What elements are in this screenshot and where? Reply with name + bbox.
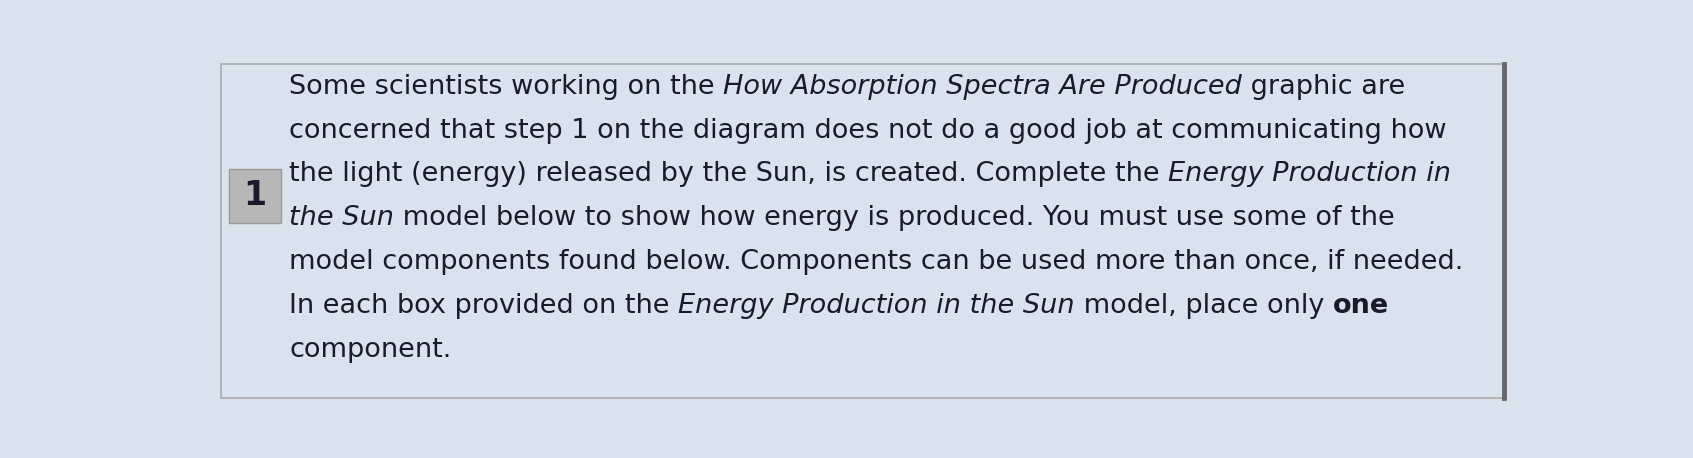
Text: the light (energy) released by the Sun, is created. Complete the: the light (energy) released by the Sun, …: [290, 161, 1168, 187]
Text: component.: component.: [290, 337, 452, 363]
Text: How Absorption Spectra Are Produced: How Absorption Spectra Are Produced: [723, 74, 1243, 100]
Text: 1: 1: [244, 180, 266, 213]
Bar: [229, 169, 281, 223]
Text: model below to show how energy is produced. You must use some of the: model below to show how energy is produc…: [394, 205, 1395, 231]
Text: In each box provided on the: In each box provided on the: [290, 293, 679, 319]
Text: Energy Production in: Energy Production in: [1168, 161, 1451, 187]
Text: graphic are: graphic are: [1243, 74, 1405, 100]
Text: concerned that step 1 on the diagram does not do a good job at communicating how: concerned that step 1 on the diagram doe…: [290, 118, 1446, 143]
Text: Energy Production in the Sun: Energy Production in the Sun: [679, 293, 1075, 319]
Text: model, place only: model, place only: [1075, 293, 1332, 319]
Text: Some scientists working on the: Some scientists working on the: [290, 74, 723, 100]
Text: model components found below. Components can be used more than once, if needed.: model components found below. Components…: [290, 249, 1463, 275]
Text: the Sun: the Sun: [290, 205, 394, 231]
Text: one: one: [1332, 293, 1390, 319]
